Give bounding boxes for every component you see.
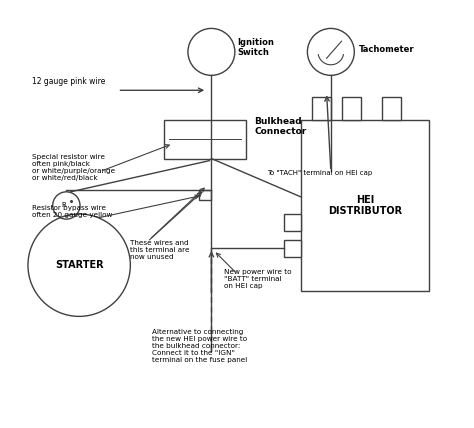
Bar xyxy=(284,240,301,257)
Text: HEI
DISTRIBUTOR: HEI DISTRIBUTOR xyxy=(328,195,402,216)
Bar xyxy=(342,97,361,120)
Text: 12 gauge pink wire: 12 gauge pink wire xyxy=(32,77,106,86)
Text: Tachometer: Tachometer xyxy=(359,45,414,54)
Bar xyxy=(164,120,246,158)
Text: R: R xyxy=(62,202,67,208)
Bar xyxy=(284,214,301,231)
Bar xyxy=(301,120,429,291)
Bar xyxy=(312,97,331,120)
Bar xyxy=(199,190,210,200)
Text: Resistor bypass wire
often 20 gauge yellow: Resistor bypass wire often 20 gauge yell… xyxy=(32,205,113,218)
Text: New power wire to
"BATT" terminal
on HEI cap: New power wire to "BATT" terminal on HEI… xyxy=(224,270,292,289)
Text: To "TACH" terminal on HEI cap: To "TACH" terminal on HEI cap xyxy=(267,170,372,176)
Bar xyxy=(382,97,401,120)
Text: Bulkhead
Connector: Bulkhead Connector xyxy=(254,117,306,136)
Text: STARTER: STARTER xyxy=(55,260,103,270)
Text: These wires and
this terminal are
now unused: These wires and this terminal are now un… xyxy=(130,240,190,260)
Text: Special resistor wire
often pink/black
or white/purple/orange
or white/red/black: Special resistor wire often pink/black o… xyxy=(32,154,115,181)
Text: Ignition
Switch: Ignition Switch xyxy=(237,38,274,57)
Text: Alternative to connecting
the new HEI power wire to
the bulkhead connector:
Conn: Alternative to connecting the new HEI po… xyxy=(152,329,247,363)
